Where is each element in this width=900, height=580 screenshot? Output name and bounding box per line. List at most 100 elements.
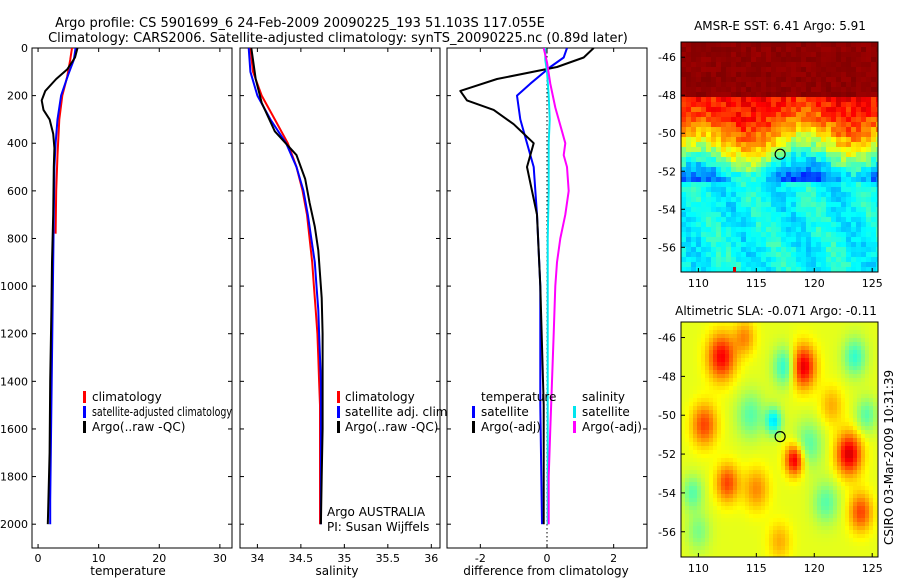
heatmap-cell <box>746 207 752 213</box>
heatmap-cell <box>865 554 870 557</box>
heatmap-cell <box>851 92 857 98</box>
heatmap-cell <box>806 257 812 263</box>
heatmap-cell <box>831 152 837 158</box>
heatmap-cell <box>721 322 726 327</box>
heatmap-cell <box>817 342 822 347</box>
heatmap-cell <box>717 442 722 447</box>
heatmap-cell <box>805 430 810 435</box>
heatmap-cell <box>813 442 818 447</box>
heatmap-cell <box>789 466 794 471</box>
heatmap-cell <box>809 470 814 475</box>
heatmap-cell <box>813 410 818 415</box>
heatmap-cell <box>737 510 742 515</box>
heatmap-cell <box>705 410 710 415</box>
heatmap-cell <box>845 498 850 503</box>
heatmap-cell <box>725 458 730 463</box>
heatmap-cell <box>696 82 702 88</box>
heatmap-cell <box>876 92 878 98</box>
heatmap-cell <box>721 534 726 539</box>
heatmap-cell <box>841 478 846 483</box>
heatmap-cell <box>805 354 810 359</box>
heatmap-cell <box>816 187 822 193</box>
heatmap-cell <box>849 334 854 339</box>
heatmap-cell <box>697 414 702 419</box>
heatmap-cell <box>825 406 830 411</box>
heatmap-cell <box>821 526 826 531</box>
heatmap-cell <box>716 97 722 103</box>
heatmap-cell <box>861 247 867 253</box>
heatmap-cell <box>789 546 794 551</box>
heatmap-cell <box>869 490 874 495</box>
heatmap-cell <box>721 394 726 399</box>
heatmap-cell <box>856 222 862 228</box>
heatmap-cell <box>853 374 858 379</box>
legend-swatch-sal-argo <box>573 421 576 433</box>
heatmap-cell <box>709 362 714 367</box>
heatmap-cell <box>731 222 737 228</box>
heatmap-cell <box>749 498 754 503</box>
heatmap-cell <box>837 338 842 343</box>
heatmap-cell <box>731 52 737 58</box>
heatmap-cell <box>836 57 842 63</box>
heatmap-cell <box>853 430 858 435</box>
heatmap-cell <box>821 117 827 123</box>
heatmap-cell <box>753 478 758 483</box>
heatmap-cell <box>801 374 806 379</box>
heatmap-cell <box>791 202 797 208</box>
heatmap-cell <box>717 546 722 551</box>
heatmap-cell <box>749 326 754 331</box>
heatmap-cell <box>845 346 850 351</box>
heatmap-cell <box>849 370 854 375</box>
heatmap-cell <box>833 422 838 427</box>
heatmap-cell <box>716 192 722 198</box>
heatmap-cell <box>816 77 822 83</box>
heatmap-cell <box>717 466 722 471</box>
heatmap-cell <box>689 386 694 391</box>
heatmap-cell <box>826 152 832 158</box>
heatmap-cell <box>753 506 758 511</box>
heatmap-cell <box>869 370 874 375</box>
heatmap-cell <box>781 354 786 359</box>
heatmap-cell <box>797 478 802 483</box>
heatmap-cell <box>705 454 710 459</box>
heatmap-cell <box>721 438 726 443</box>
heatmap-cell <box>749 386 754 391</box>
heatmap-cell <box>713 338 718 343</box>
heatmap-cell <box>801 252 807 258</box>
y-tick-label: -50 <box>658 127 676 140</box>
heatmap-cell <box>861 72 867 78</box>
heatmap-cell <box>765 546 770 551</box>
heatmap-cell <box>729 378 734 383</box>
heatmap-cell <box>876 227 878 233</box>
heatmap-cell <box>773 330 778 335</box>
heatmap-cell <box>813 506 818 511</box>
heatmap-cell <box>809 482 814 487</box>
heatmap-cell <box>869 526 874 531</box>
heatmap-cell <box>781 466 786 471</box>
heatmap-cell <box>761 518 766 523</box>
heatmap-cell <box>701 227 707 233</box>
heatmap-cell <box>761 117 767 123</box>
heatmap-cell <box>776 247 782 253</box>
heatmap-cell <box>791 117 797 123</box>
heatmap-cell <box>756 187 762 193</box>
heatmap-cell <box>701 474 706 479</box>
heatmap-cell <box>817 442 822 447</box>
heatmap-cell <box>861 430 866 435</box>
heatmap-cell <box>737 394 742 399</box>
heatmap-cell <box>829 470 834 475</box>
heatmap-cell <box>771 127 777 133</box>
heatmap-cell <box>825 402 830 407</box>
heatmap-cell <box>846 62 852 68</box>
heatmap-cell <box>793 514 798 519</box>
heatmap-cell <box>721 334 726 339</box>
heatmap-cell <box>691 257 697 263</box>
heatmap-cell <box>733 322 738 327</box>
heatmap-cell <box>811 232 817 238</box>
heatmap-cell <box>713 514 718 519</box>
heatmap-cell <box>696 167 702 173</box>
heatmap-cell <box>741 112 747 118</box>
heatmap-cell <box>705 486 710 491</box>
heatmap-cell <box>809 382 814 387</box>
heatmap-cell <box>766 227 772 233</box>
